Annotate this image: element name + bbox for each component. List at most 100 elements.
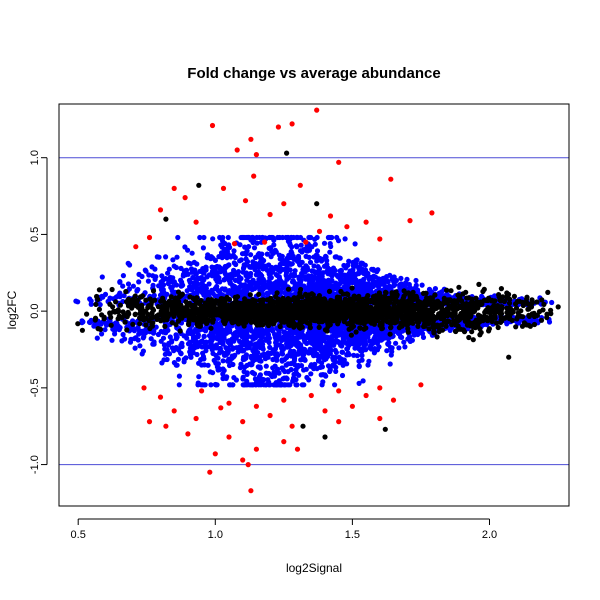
data-point xyxy=(308,371,314,377)
data-point xyxy=(240,269,246,275)
data-point xyxy=(299,273,305,279)
data-point xyxy=(238,363,244,369)
data-point xyxy=(240,288,246,294)
data-point xyxy=(244,258,251,265)
data-point xyxy=(209,336,215,343)
data-point xyxy=(177,328,183,334)
data-point xyxy=(226,362,233,369)
data-point xyxy=(197,234,203,241)
data-point xyxy=(309,268,315,274)
data-point xyxy=(295,351,301,357)
data-point xyxy=(136,279,142,285)
data-point xyxy=(385,285,391,292)
data-point xyxy=(282,258,288,264)
data-point xyxy=(444,287,450,293)
data-point xyxy=(239,328,245,334)
data-point xyxy=(330,265,337,271)
data-point xyxy=(261,286,267,292)
data-point xyxy=(252,265,258,272)
data-point xyxy=(226,273,232,280)
data-point xyxy=(242,244,248,250)
data-point xyxy=(529,297,535,303)
data-point xyxy=(246,274,252,280)
data-point xyxy=(163,254,169,260)
data-point xyxy=(99,293,105,299)
data-point xyxy=(269,264,275,271)
data-point xyxy=(237,344,243,350)
data-point xyxy=(360,378,366,384)
data-point xyxy=(475,312,481,318)
data-point xyxy=(211,357,217,363)
data-point xyxy=(259,339,265,345)
data-point xyxy=(274,382,280,388)
data-point xyxy=(145,278,151,284)
data-point xyxy=(227,280,233,286)
data-point xyxy=(306,242,312,249)
data-point xyxy=(167,334,173,340)
data-point xyxy=(222,286,228,292)
data-point xyxy=(256,291,262,297)
data-point xyxy=(307,259,314,265)
data-point xyxy=(516,320,522,326)
data-point xyxy=(196,374,202,380)
data-point xyxy=(173,335,180,341)
data-point xyxy=(260,276,266,282)
data-point xyxy=(268,372,274,379)
data-point xyxy=(187,326,193,332)
data-point xyxy=(349,278,355,284)
data-point xyxy=(265,350,271,356)
data-point xyxy=(220,371,226,377)
data-point xyxy=(159,291,166,297)
data-point xyxy=(352,345,358,351)
data-point xyxy=(276,331,282,337)
data-point xyxy=(456,284,462,290)
data-point xyxy=(328,234,334,241)
data-point xyxy=(548,307,554,313)
data-point xyxy=(293,290,299,296)
data-point xyxy=(270,356,276,363)
data-point xyxy=(275,234,281,241)
data-point xyxy=(169,339,175,345)
data-point xyxy=(271,242,277,248)
data-point xyxy=(182,268,188,274)
data-point xyxy=(287,267,293,273)
data-point xyxy=(287,326,293,333)
data-point xyxy=(137,321,143,327)
data-point xyxy=(257,372,263,378)
data-point xyxy=(325,265,331,271)
data-point xyxy=(327,271,333,277)
data-point xyxy=(186,260,192,266)
data-point xyxy=(511,293,517,299)
data-point xyxy=(353,285,359,291)
data-point xyxy=(342,236,348,242)
data-point xyxy=(123,289,129,295)
data-point xyxy=(366,331,372,337)
data-point xyxy=(150,314,156,320)
reference-lines xyxy=(59,157,569,466)
data-point xyxy=(297,248,304,254)
data-point xyxy=(273,368,279,375)
data-point xyxy=(220,358,226,364)
data-point xyxy=(401,339,407,345)
data-point xyxy=(260,327,266,333)
data-point xyxy=(246,244,252,250)
data-point xyxy=(301,347,307,353)
data-point xyxy=(91,323,97,329)
data-point xyxy=(362,262,368,268)
data-point xyxy=(203,339,209,345)
data-point xyxy=(175,289,182,295)
data-point xyxy=(243,333,249,339)
data-point xyxy=(252,285,258,292)
data-point xyxy=(241,354,247,360)
data-point xyxy=(303,248,310,254)
data-point xyxy=(254,240,260,246)
data-point xyxy=(287,252,293,258)
data-point xyxy=(166,266,172,272)
data-point xyxy=(399,282,405,288)
data-point xyxy=(333,354,339,361)
data-point xyxy=(210,236,216,242)
data-point xyxy=(217,367,223,373)
data-point xyxy=(303,263,309,269)
data-point xyxy=(212,323,218,329)
data-point xyxy=(266,379,272,385)
